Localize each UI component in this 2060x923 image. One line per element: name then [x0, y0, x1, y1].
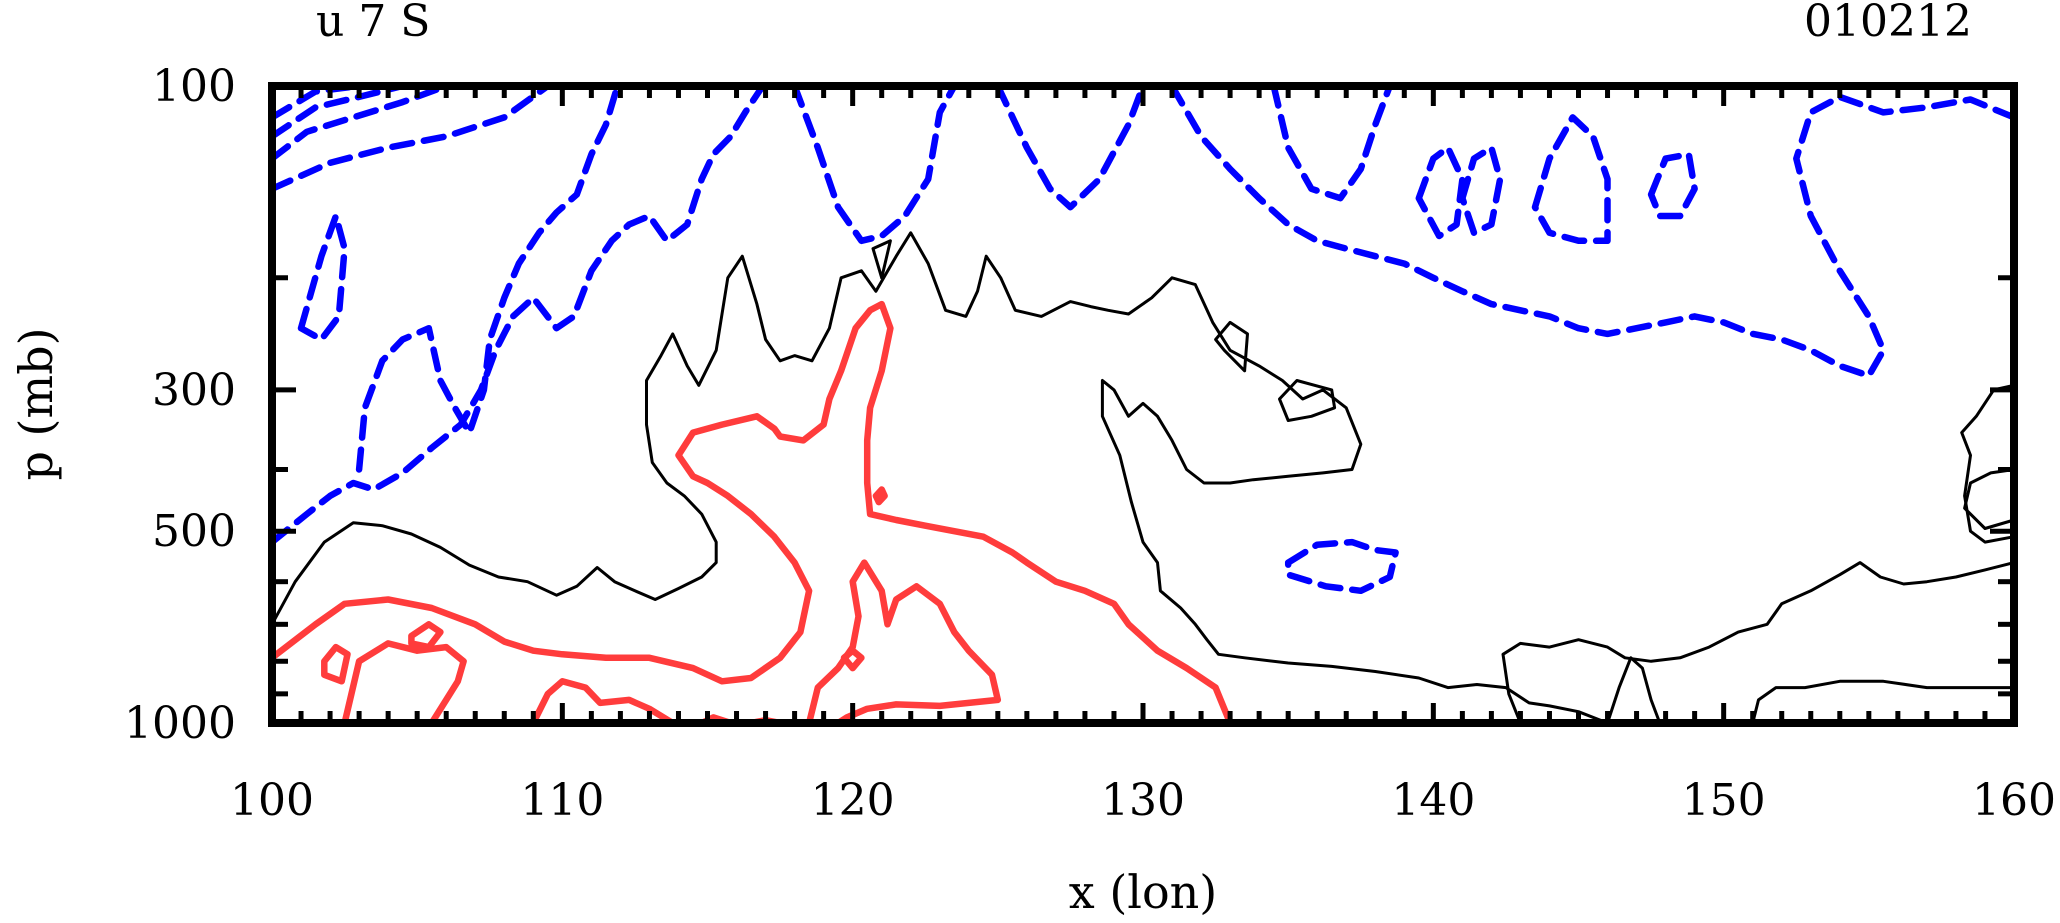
contour-negative-12 — [1459, 144, 1504, 237]
contour-positive-5 — [805, 559, 1002, 727]
x-tick-label: 150 — [1682, 775, 1766, 826]
chart-title-left: u 7 S — [316, 0, 430, 47]
plot-frame — [268, 82, 2018, 727]
contour-negative-8 — [994, 82, 1147, 211]
contour-zero-3 — [1751, 679, 2016, 725]
contour-zero-8 — [871, 239, 892, 280]
contour-negative-6 — [355, 82, 621, 473]
contour-positive-2 — [408, 621, 444, 651]
contour-positive-3 — [341, 640, 467, 727]
y-tick-label: 500 — [152, 506, 236, 557]
y-tick-label: 1000 — [124, 698, 236, 749]
contour-zero-7 — [1214, 320, 1249, 373]
y-axis-label: p (mb) — [9, 327, 63, 480]
y-tick-labels: 100 300 500 1000 — [124, 61, 236, 749]
x-tick-label: 130 — [1101, 775, 1185, 826]
contour-lines — [268, 82, 2018, 727]
contour-negative-4 — [268, 82, 766, 546]
contour-negative-10 — [1168, 82, 2018, 379]
x-tick-label: 100 — [230, 775, 314, 826]
x-axis-label: x (lon) — [1069, 865, 1218, 919]
contour-negative-7 — [791, 82, 958, 245]
x-tick-label: 110 — [520, 775, 604, 826]
x-tick-label: 140 — [1391, 775, 1475, 826]
contour-negative-1 — [268, 82, 406, 140]
contour-negative-5 — [297, 212, 348, 343]
chart-title-right: 010212 — [1804, 0, 1972, 47]
x-tick-labels: 100 110 120 130 140 150 160 — [230, 775, 2056, 826]
contour-zero-6 — [1278, 379, 1337, 422]
contour-zero-4 — [1960, 383, 2016, 544]
y-tick-label: 100 — [152, 61, 236, 112]
x-tick-label: 160 — [1972, 775, 2056, 826]
contour-positive-6 — [840, 647, 865, 672]
contour-positive-1 — [321, 643, 351, 685]
contour-negative-14 — [1647, 151, 1698, 220]
contour-positive-7 — [872, 486, 888, 506]
contour-negative-9 — [1270, 82, 1394, 202]
contour-zero-2 — [1606, 656, 1662, 725]
contour-positive-4 — [530, 678, 676, 727]
contour-negative-11 — [1415, 144, 1466, 240]
x-tick-label: 120 — [811, 775, 895, 826]
contour-negative-15 — [1284, 538, 1399, 595]
contour-zero-5 — [1963, 468, 2016, 530]
contour-zero-0 — [270, 231, 1609, 725]
contour-negative-3 — [268, 82, 552, 193]
y-tick-label: 300 — [152, 365, 236, 416]
contour-negative-13 — [1531, 114, 1611, 245]
contour-zero-1 — [1501, 561, 2016, 725]
contour-positive-0 — [268, 300, 1234, 727]
